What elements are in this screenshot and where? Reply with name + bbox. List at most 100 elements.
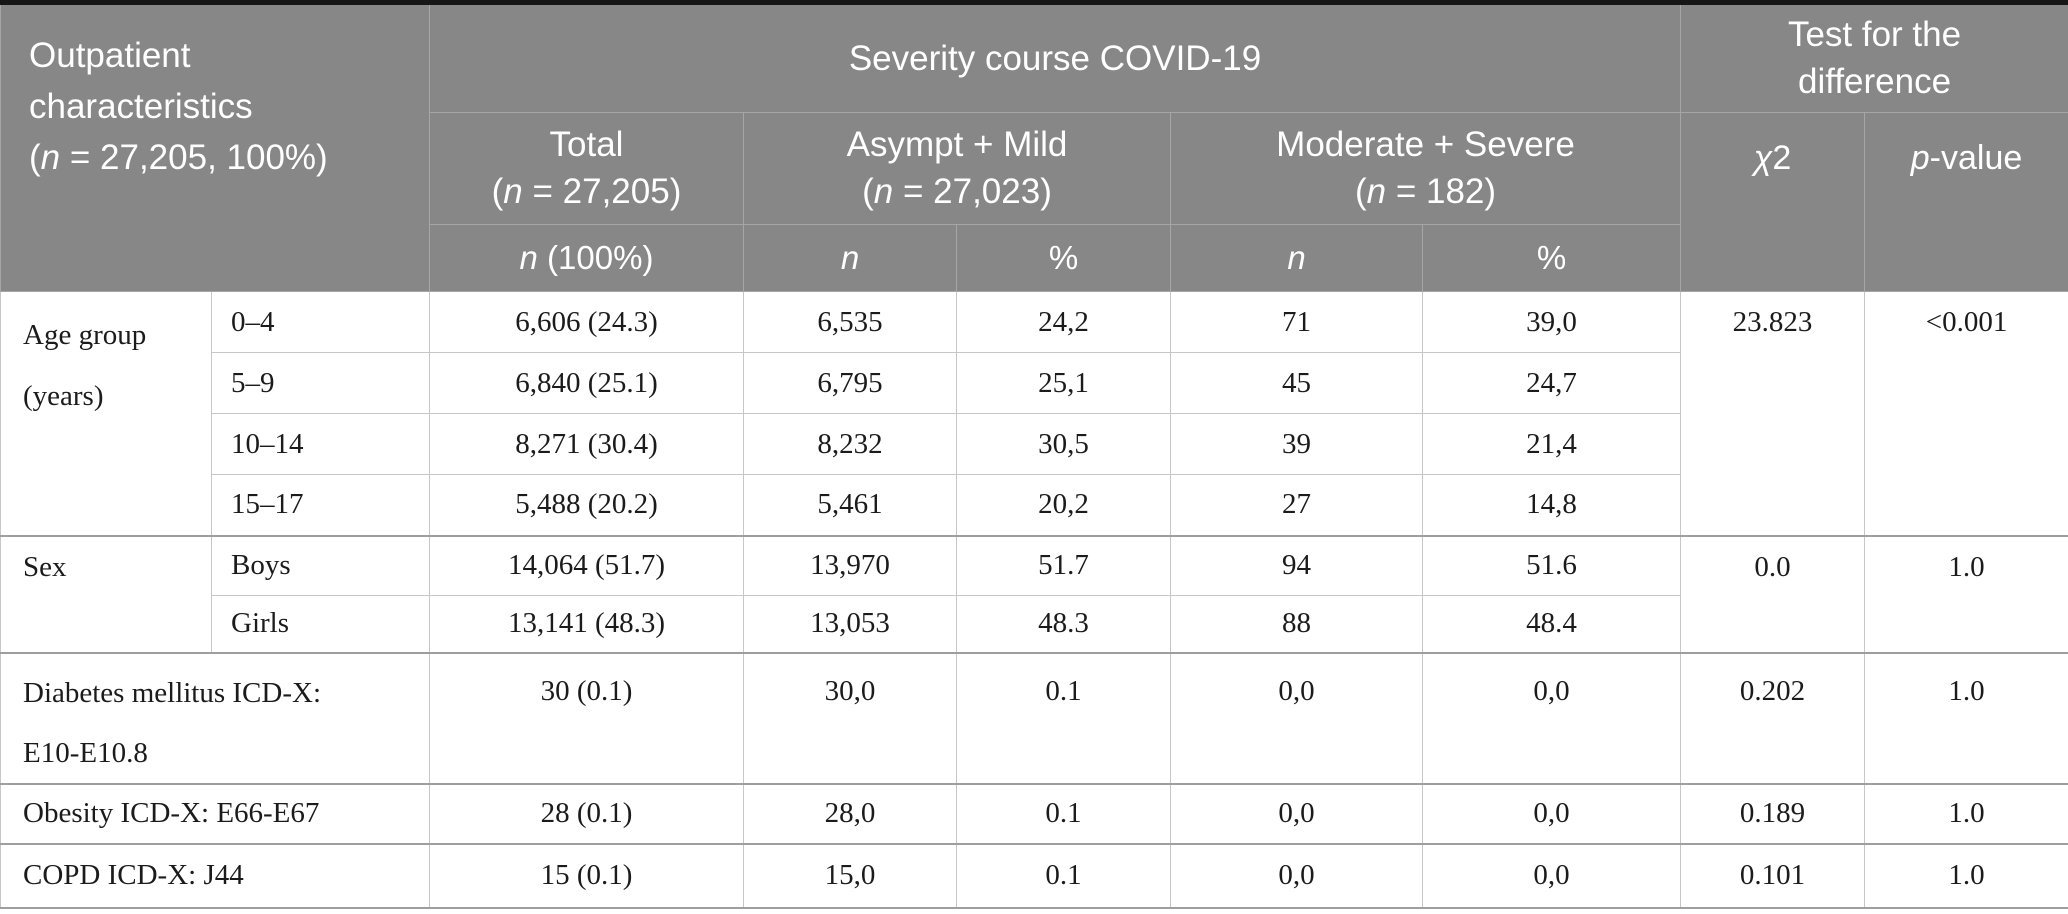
cell-girls-sub: Girls	[211, 595, 430, 653]
cell-age2-ms-n: 39	[1170, 413, 1423, 475]
asympt-n-italic: n	[873, 171, 894, 211]
cell-age-category: Age group (years)	[0, 291, 212, 536]
cell-girls-ms-n: 88	[1170, 595, 1423, 653]
cell-sex-category: Sex	[0, 534, 212, 653]
cell-age3-ms-n: 27	[1170, 474, 1423, 536]
table-row: Obesity ICD-X: E66-E67 28 (0.1) 28,0 0.1…	[0, 782, 2068, 845]
outpatient-line2: characteristics	[29, 86, 253, 126]
header-asympt-mild: Asympt + Mild (n = 27,023)	[743, 112, 1171, 225]
header-chi-squared: χ2	[1680, 112, 1866, 292]
cell-obesity-label: Obesity ICD-X: E66-E67	[0, 782, 430, 845]
total-title: Total	[549, 125, 624, 165]
cell-girls-am-n: 13,053	[743, 595, 957, 653]
cell-copd-total: 15 (0.1)	[429, 842, 744, 909]
header-n-100pct: n (100%)	[429, 224, 744, 292]
cell-diabetes-ms-pct: 0,0	[1421, 651, 1682, 785]
header-moderate-n: n	[1170, 224, 1423, 292]
age-category-line2: (years)	[23, 379, 104, 412]
cell-boys-ms-n: 94	[1170, 534, 1423, 596]
header-total: Total (n = 27,205)	[429, 112, 744, 225]
total-n-open: (	[491, 171, 504, 211]
test-line2: difference	[1797, 61, 1952, 101]
cell-diabetes-am-pct: 0.1	[956, 651, 1171, 785]
asympt-n-rest: = 27,023)	[893, 171, 1052, 211]
cell-diabetes-am-n: 30,0	[743, 651, 957, 785]
header-severity-course: Severity course COVID-19	[428, 2, 1682, 113]
header-moderate-severe: Moderate + Severe (n = 182)	[1169, 112, 1682, 225]
cell-age1-sub: 5–9	[211, 352, 430, 414]
cell-diabetes-pvalue: 1.0	[1864, 651, 2068, 785]
cell-sex-chi2: 0.0	[1680, 534, 1866, 653]
outpatient-n-rest: = 27,205, 100%)	[60, 137, 328, 177]
cell-age2-ms-pct: 21,4	[1421, 413, 1682, 475]
diabetes-label-line1: Diabetes mellitus ICD-X:	[23, 676, 322, 709]
cell-diabetes-total: 30 (0.1)	[429, 651, 744, 785]
table-row: 5–9 6,840 (25.1) 6,795 25,1 45 24,7	[1, 352, 2068, 414]
table-row: 10–14 8,271 (30.4) 8,232 30,5 39 21,4	[1, 413, 2068, 475]
cell-boys-ms-pct: 51.6	[1421, 534, 1682, 596]
cell-obesity-am-n: 28,0	[743, 782, 957, 845]
cell-age1-ms-n: 45	[1170, 352, 1423, 414]
table-row: Sex Boys 14,064 (51.7) 13,970 51.7 94 51…	[0, 534, 2068, 653]
outpatient-n-italic: n	[40, 137, 61, 177]
cell-copd-ms-pct: 0,0	[1421, 842, 1682, 909]
test-line1: Test for the	[1787, 15, 1962, 55]
header-moderate-pct: %	[1421, 224, 1682, 292]
cell-obesity-am-pct: 0.1	[956, 782, 1171, 845]
cell-age2-am-pct: 30,5	[956, 413, 1171, 475]
cell-copd-am-pct: 0.1	[956, 842, 1171, 909]
cell-obesity-pvalue: 1.0	[1864, 782, 2068, 845]
cell-diabetes-ms-n: 0,0	[1170, 651, 1423, 785]
table-row: COPD ICD-X: J44 15 (0.1) 15,0 0.1 0,0 0,…	[0, 842, 2068, 909]
cell-copd-ms-n: 0,0	[1170, 842, 1423, 909]
cell-age1-ms-pct: 24,7	[1421, 352, 1682, 414]
cell-girls-am-pct: 48.3	[956, 595, 1171, 653]
cell-diabetes-chi2: 0.202	[1680, 651, 1866, 785]
cell-age0-am-pct: 24,2	[956, 291, 1171, 353]
cell-copd-am-n: 15,0	[743, 842, 957, 909]
cell-age0-ms-n: 71	[1170, 291, 1423, 353]
cell-age1-total: 6,840 (25.1)	[429, 352, 744, 414]
diabetes-label-line2: E10-E10.8	[23, 736, 148, 769]
moderate-n-open: (	[1354, 171, 1367, 211]
moderate-title: Moderate + Severe	[1276, 125, 1575, 165]
cell-age0-am-n: 6,535	[743, 291, 957, 353]
moderate-n-rest: = 182)	[1386, 171, 1497, 211]
cell-girls-ms-pct: 48.4	[1421, 595, 1682, 653]
p-italic: p	[1910, 139, 1930, 177]
cell-boys-sub: Boys	[211, 534, 430, 596]
asympt-title: Asympt + Mild	[846, 125, 1068, 165]
cell-age1-am-pct: 25,1	[956, 352, 1171, 414]
cell-age1-am-n: 6,795	[743, 352, 957, 414]
table-row: Age group (years) 0–4 6,606 (24.3) 6,535…	[0, 291, 2068, 536]
cell-age3-sub: 15–17	[211, 474, 430, 536]
header-asympt-n: n	[743, 224, 957, 292]
n100-rest: (100%)	[537, 239, 654, 276]
cell-age0-ms-pct: 39,0	[1421, 291, 1682, 353]
cell-age3-ms-pct: 14,8	[1421, 474, 1682, 536]
cell-age0-sub: 0–4	[211, 291, 430, 353]
p-value-rest: -value	[1929, 139, 2023, 177]
cell-age-chi2: 23.823	[1680, 291, 1866, 536]
cell-obesity-total: 28 (0.1)	[429, 782, 744, 845]
header-outpatient-characteristics: Outpatient characteristics (n = 27,205, …	[0, 2, 430, 292]
n100-n-italic: n	[519, 239, 538, 276]
cell-age3-am-n: 5,461	[743, 474, 957, 536]
table-row: Diabetes mellitus ICD-X: E10-E10.8 30 (0.…	[0, 651, 2068, 785]
cell-obesity-chi2: 0.189	[1680, 782, 1866, 845]
chi-symbol: χ	[1753, 139, 1773, 177]
cell-copd-label: COPD ICD-X: J44	[0, 842, 430, 909]
header-asympt-pct: %	[956, 224, 1171, 292]
cell-age-pvalue: <0.001	[1864, 291, 2068, 536]
cell-boys-am-pct: 51.7	[956, 534, 1171, 596]
cell-copd-pvalue: 1.0	[1864, 842, 2068, 909]
cell-boys-am-n: 13,970	[743, 534, 957, 596]
outpatient-line1: Outpatient	[29, 36, 191, 75]
chi-two: 2	[1772, 139, 1792, 177]
cell-obesity-ms-pct: 0,0	[1421, 782, 1682, 845]
cell-age3-total: 5,488 (20.2)	[429, 474, 744, 536]
header-p-value: p-value	[1864, 112, 2068, 292]
cell-girls-total: 13,141 (48.3)	[429, 595, 744, 653]
